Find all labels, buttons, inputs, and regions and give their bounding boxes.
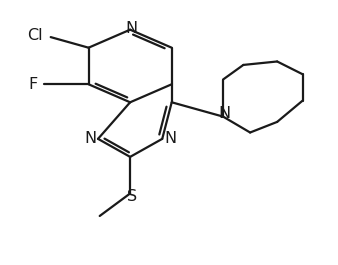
Text: N: N: [126, 21, 138, 36]
Text: N: N: [219, 107, 231, 121]
Text: S: S: [127, 189, 137, 204]
Text: F: F: [29, 77, 38, 92]
Text: Cl: Cl: [27, 28, 42, 43]
Text: N: N: [164, 131, 176, 146]
Text: N: N: [84, 131, 96, 146]
